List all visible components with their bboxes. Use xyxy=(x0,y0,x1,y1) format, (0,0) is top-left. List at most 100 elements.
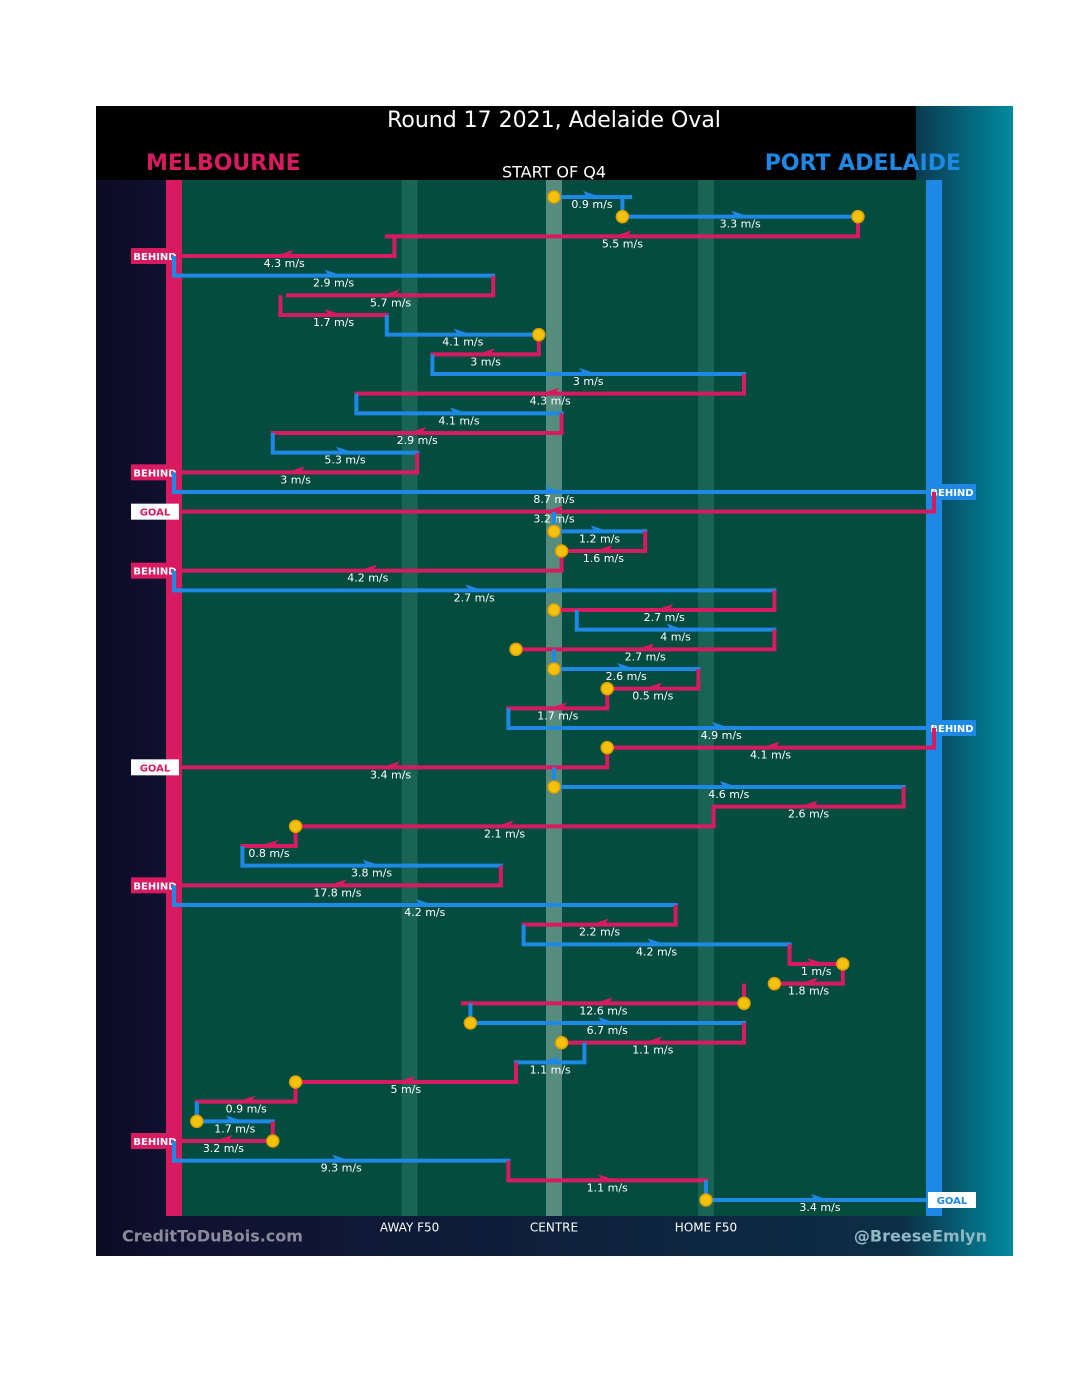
speed-label: 1.7 m/s xyxy=(214,1122,255,1135)
speed-label: 1.8 m/s xyxy=(788,985,829,998)
contest-dot xyxy=(851,209,865,224)
contest-dot xyxy=(547,524,561,539)
event-box xyxy=(131,562,179,579)
direction-arrow xyxy=(799,977,818,984)
field-line xyxy=(698,180,714,1216)
x-tick-label: AWAY F50 xyxy=(380,1221,439,1235)
x-tick-label: CENTRE xyxy=(530,1221,578,1235)
direction-arrow xyxy=(396,1076,415,1082)
contest-dot xyxy=(509,642,523,657)
speed-label: 2.7 m/s xyxy=(454,591,495,604)
event-box xyxy=(131,759,179,776)
speed-label: 5.7 m/s xyxy=(370,296,411,309)
contest-dot xyxy=(600,681,614,696)
direction-arrow xyxy=(666,623,685,630)
direction-arrow xyxy=(548,702,567,709)
direction-arrow xyxy=(381,761,400,768)
direction-arrow xyxy=(415,899,434,905)
speed-label: 3.8 m/s xyxy=(351,867,392,880)
direction-arrow xyxy=(237,1095,256,1102)
direction-arrow xyxy=(358,564,377,571)
speed-label: 2.7 m/s xyxy=(625,650,666,663)
event-label: BEHIND xyxy=(930,724,973,735)
contest-dot xyxy=(699,1193,713,1207)
contest-dot xyxy=(767,976,782,991)
direction-arrow xyxy=(598,1174,617,1181)
direction-arrow xyxy=(332,1154,351,1161)
speed-label: 1 m/s xyxy=(801,965,832,978)
direction-arrow xyxy=(336,446,354,453)
direction-arrow xyxy=(328,879,347,886)
direction-arrow xyxy=(807,958,826,964)
contest-dot xyxy=(532,327,546,342)
contest-dot xyxy=(547,780,561,794)
event-label: BEHIND xyxy=(133,1137,176,1148)
event-label: BEHIND xyxy=(133,252,176,263)
direction-arrow xyxy=(594,997,613,1004)
speed-label: 1.6 m/s xyxy=(583,552,624,565)
speed-label: 17.8 m/s xyxy=(313,886,361,899)
direction-arrow xyxy=(275,250,294,256)
direction-arrow xyxy=(495,820,514,827)
speed-label: 3 m/s xyxy=(470,355,501,368)
direction-arrow xyxy=(453,328,472,335)
speed-label: 2.9 m/s xyxy=(313,277,354,290)
speed-label: 3.4 m/s xyxy=(370,768,411,781)
direction-arrow xyxy=(719,781,738,787)
speed-label: 3 m/s xyxy=(280,473,311,486)
speed-label: 5 m/s xyxy=(390,1083,421,1096)
speed-label: 0.9 m/s xyxy=(226,1103,267,1116)
direction-arrow xyxy=(655,604,674,610)
speed-label: 4.9 m/s xyxy=(701,729,742,742)
contest-dot xyxy=(547,603,561,617)
event-box xyxy=(928,1192,976,1208)
speed-label: 4.2 m/s xyxy=(404,906,445,919)
legend-right: PORT ADELAIDE xyxy=(765,151,961,176)
speed-label: 4.2 m/s xyxy=(636,945,677,958)
direction-arrow xyxy=(811,1194,829,1200)
speed-label: 3.2 m/s xyxy=(203,1142,244,1155)
speed-label: 2.6 m/s xyxy=(606,670,647,683)
direction-arrow xyxy=(590,525,609,532)
direction-arrow xyxy=(465,584,484,591)
direction-arrow xyxy=(260,840,278,846)
speed-label: 12.6 m/s xyxy=(579,1004,627,1017)
direction-arrow xyxy=(545,486,563,492)
speed-label: 4 m/s xyxy=(660,631,691,644)
direction-arrow xyxy=(583,191,601,197)
direction-arrow xyxy=(643,1036,662,1043)
contest-dot xyxy=(836,957,850,971)
right-goal-bar xyxy=(926,180,942,1216)
direction-arrow xyxy=(362,859,381,866)
contest-dot xyxy=(266,1134,280,1148)
direction-arrow xyxy=(617,663,636,669)
speed-label: 3 m/s xyxy=(573,375,604,388)
event-box xyxy=(928,720,976,736)
direction-arrow xyxy=(590,918,609,925)
speed-label: 1.1 m/s xyxy=(587,1181,628,1194)
x-tick-label: HOME F50 xyxy=(675,1221,737,1235)
contest-dot xyxy=(737,996,751,1011)
contest-dot xyxy=(554,544,569,558)
direction-arrow xyxy=(324,269,343,276)
event-label: GOAL xyxy=(140,763,171,774)
event-box xyxy=(928,484,976,500)
speed-label: 1.7 m/s xyxy=(537,709,578,722)
event-box xyxy=(131,877,179,894)
direction-arrow xyxy=(286,466,305,473)
direction-arrow xyxy=(594,545,613,551)
speed-label: 4.6 m/s xyxy=(708,788,749,801)
speed-label: 4.1 m/s xyxy=(438,414,479,427)
event-label: GOAL xyxy=(937,1196,968,1207)
field-line xyxy=(546,180,562,1216)
contest-dot xyxy=(547,662,561,676)
contest-dot xyxy=(554,1035,569,1050)
speed-label: 2.2 m/s xyxy=(579,926,620,939)
speed-label: 0.8 m/s xyxy=(248,847,289,860)
contest-dot xyxy=(190,1114,204,1129)
direction-arrow xyxy=(598,1017,617,1023)
legend-left: MELBOURNE xyxy=(146,151,301,176)
contest-dot xyxy=(547,190,561,204)
speed-label: 2.6 m/s xyxy=(788,808,829,821)
